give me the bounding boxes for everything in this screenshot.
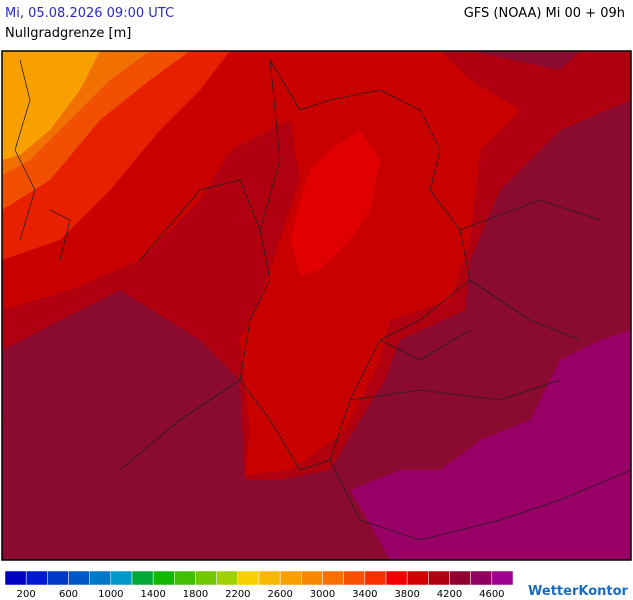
legend-label: 1000 (98, 589, 123, 600)
legend-label: 2200 (225, 589, 250, 600)
legend-swatch (385, 570, 408, 586)
legend-swatch (322, 570, 344, 586)
legend-swatch (237, 570, 260, 586)
parameter: Nullgradgrenze [m] (5, 26, 132, 41)
legend: 200 600 1000 1400 1800 2200 2600 3000 3400 3800 42… (4, 570, 514, 600)
map-frame (1, 50, 632, 561)
legend-label: 3000 (310, 589, 335, 600)
legend-swatch (4, 570, 27, 586)
title: Mi, 05.08.2026 09:00 UTC (5, 6, 175, 21)
legend-swatch (343, 570, 366, 586)
logo: WetterKontor (528, 584, 629, 599)
legend-swatch (131, 570, 154, 586)
legend-swatch (25, 570, 48, 586)
legend-swatch (470, 570, 493, 586)
legend-label: 600 (59, 589, 78, 600)
legend-label: 1400 (140, 589, 165, 600)
legend-swatch (406, 570, 429, 586)
map-field (2, 51, 631, 560)
legend-swatch (216, 570, 239, 586)
legend-swatch (301, 570, 323, 586)
legend-swatch (279, 570, 302, 586)
legend-swatch (449, 570, 471, 586)
legend-swatch (258, 570, 281, 586)
legend-label: 3800 (394, 589, 419, 600)
legend-swatch (47, 570, 69, 586)
legend-swatch (89, 570, 112, 586)
borders (14, 59, 632, 541)
legend-label: 4600 (479, 589, 504, 600)
legend-swatch (195, 570, 217, 586)
legend-swatch (68, 570, 90, 586)
legend-label: 1800 (183, 589, 208, 600)
legend-swatch (491, 570, 514, 586)
legend-swatch (364, 570, 387, 586)
legend-label: 200 (17, 589, 36, 600)
legend-swatch (174, 570, 196, 586)
model-run: GFS (NOAA) Mi 00 + 09h (463, 6, 625, 21)
legend-swatch (152, 570, 175, 586)
legend-swatch (110, 570, 133, 586)
legend-label: 4200 (437, 589, 462, 600)
legend-swatch (428, 570, 450, 586)
legend-label: 2600 (267, 589, 292, 600)
legend-label: 3400 (352, 589, 377, 600)
